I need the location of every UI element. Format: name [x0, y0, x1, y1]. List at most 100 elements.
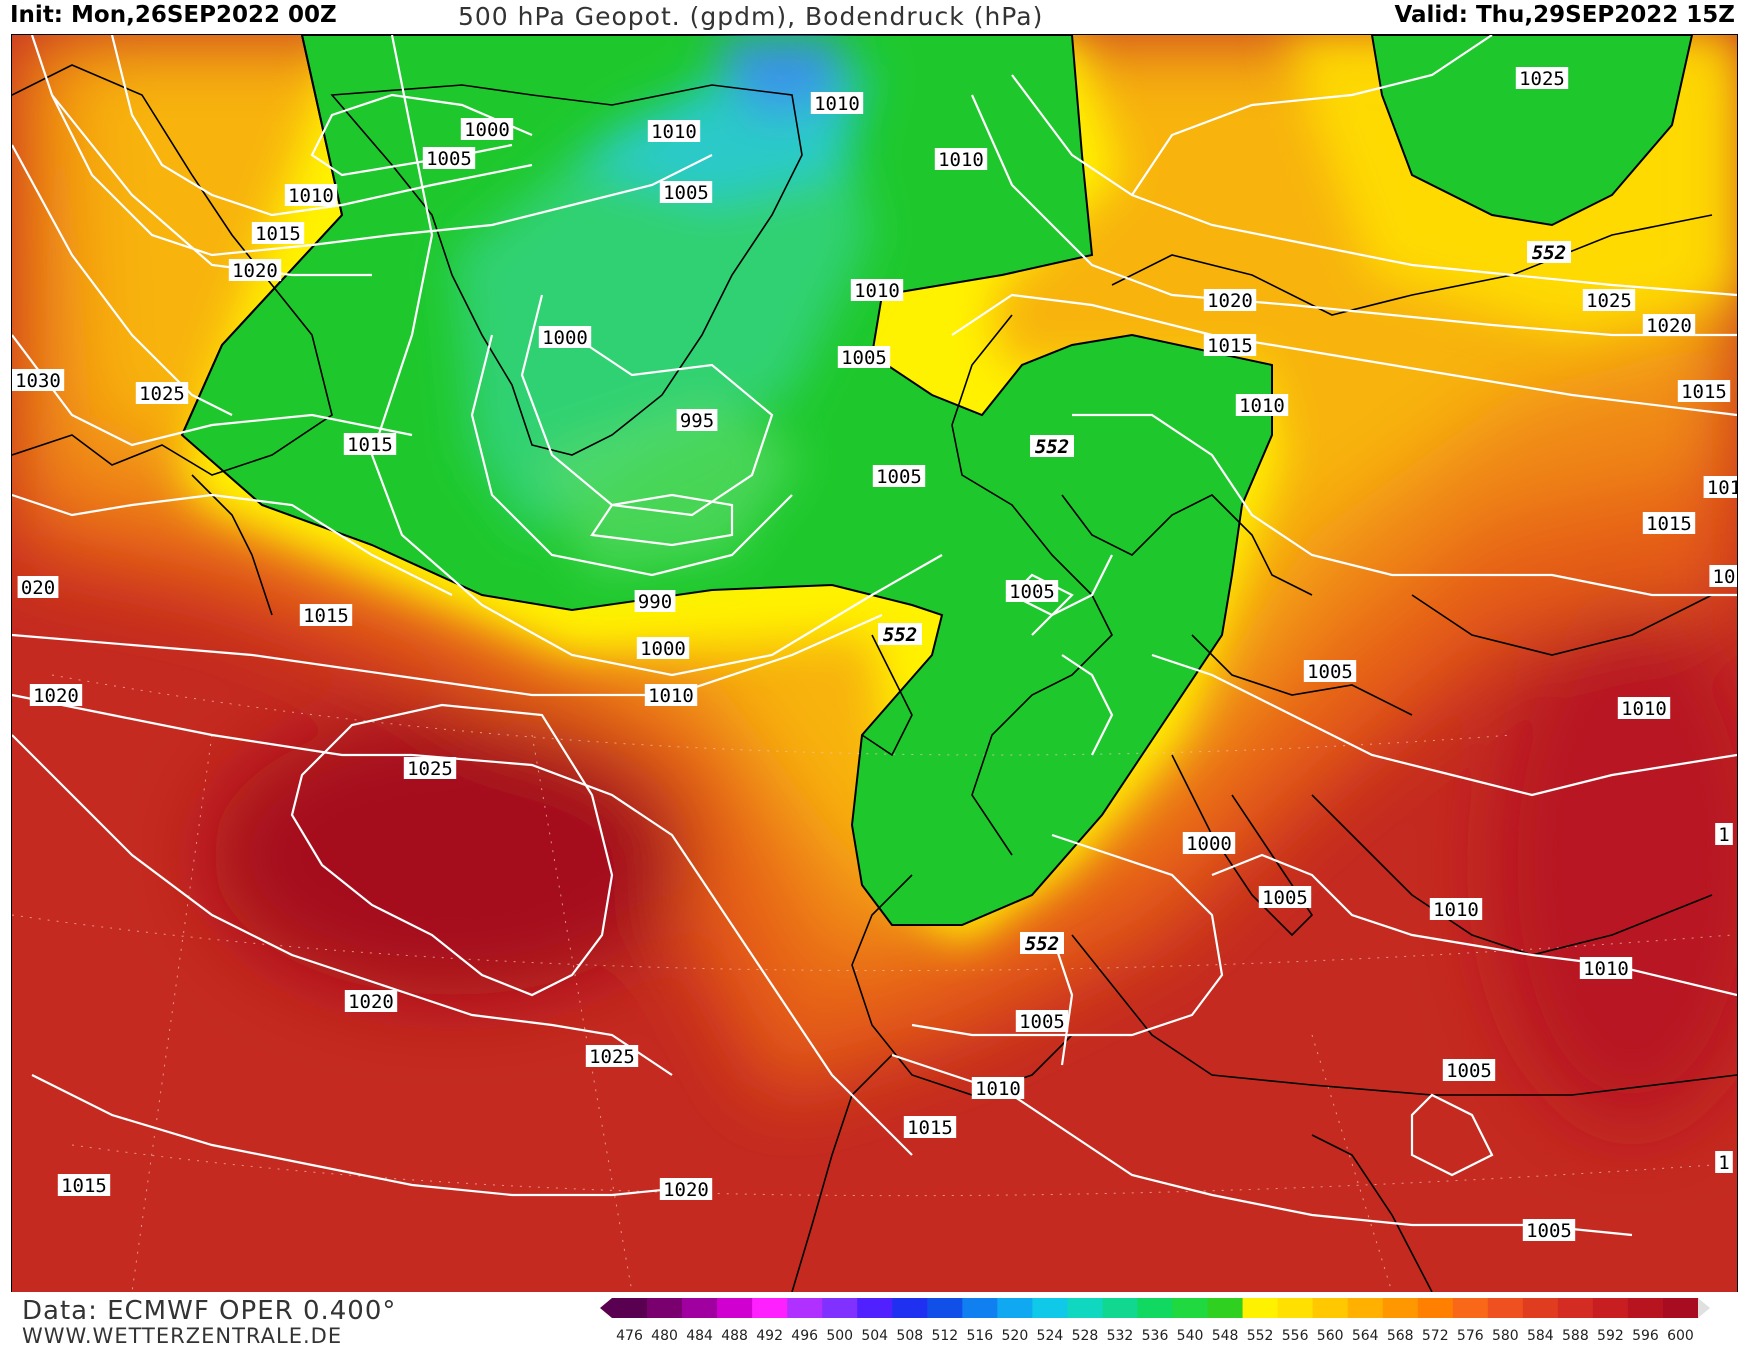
scale-swatch: [1417, 1298, 1454, 1318]
graticule: [12, 674, 1733, 1292]
isobar-label-text: 1020: [348, 991, 394, 1013]
isobar-label: 020: [17, 576, 59, 599]
isobar-label-text: 1025: [407, 758, 453, 780]
isobar-label-text: 1020: [1646, 315, 1692, 337]
isobar-label: 1005: [422, 147, 476, 170]
isobar-label-text: 1010: [651, 121, 697, 143]
scale-swatch: [682, 1298, 718, 1318]
isobar-label-text: 1010: [1583, 958, 1629, 980]
isobar-label: 1015: [903, 1116, 957, 1139]
isobar-label-text: 101: [1707, 477, 1737, 499]
scale-tick-label: 596: [1632, 1328, 1659, 1344]
scale-tick-label: 488: [721, 1328, 748, 1344]
scale-swatch: [787, 1298, 823, 1318]
isobar-label-text: 1005: [1307, 661, 1353, 683]
isobar-label-text: 1000: [1186, 833, 1232, 855]
site-url: WWW.WETTERZENTRALE.DE: [22, 1324, 343, 1348]
isobar-label-text: 1025: [1586, 290, 1632, 312]
scale-tick-label: 484: [686, 1328, 713, 1344]
scale-swatch: [892, 1298, 928, 1318]
scale-swatch: [1382, 1298, 1419, 1318]
scale-swatch: [1662, 1298, 1699, 1318]
scale-tick-label: 568: [1387, 1328, 1414, 1344]
isobar-label: 10: [1709, 565, 1737, 588]
isobar-label: 1020: [344, 990, 398, 1013]
isobar-label-text: 1005: [663, 182, 709, 204]
isobar-label-text: 1015: [1681, 381, 1727, 403]
isobar-label-text: 1020: [663, 1179, 709, 1201]
isobar-label-text: 1030: [15, 370, 61, 392]
isobar-label: 1005: [872, 465, 926, 488]
valid-time: Valid: Thu,29SEP2022 15Z: [1394, 2, 1735, 28]
isobar-label: 1: [1715, 1151, 1733, 1174]
scale-tick-label: 480: [651, 1328, 678, 1344]
scale-tick-label: 588: [1562, 1328, 1589, 1344]
isobar-label-text: 020: [21, 577, 55, 599]
isobar-label-text: 995: [680, 410, 714, 432]
scale-swatch: [1487, 1298, 1524, 1318]
map-header: Init: Mon,26SEP2022 00Z 500 hPa Geopot. …: [0, 0, 1747, 34]
scale-tick-label: 508: [896, 1328, 923, 1344]
scale-tick-label: 516: [966, 1328, 993, 1344]
scale-swatch: [1032, 1298, 1068, 1318]
scale-swatch: [1172, 1298, 1209, 1318]
isobar-label-text: 1025: [1519, 68, 1565, 90]
scale-tick-label: 528: [1072, 1328, 1099, 1344]
scale-tick-label: 492: [756, 1328, 783, 1344]
isobar-labels: 1000100510101015102010301025101510101005…: [12, 67, 1737, 1242]
isobar-label-text: 1025: [139, 383, 185, 405]
isobar-label-text: 1010: [1621, 698, 1667, 720]
isobar-label-text: 1015: [303, 605, 349, 627]
isobar-label: 1020: [659, 1178, 713, 1201]
scale-swatch: [962, 1298, 998, 1318]
isobar-label: 1010: [647, 120, 701, 143]
isobar-label: 1: [1715, 823, 1733, 846]
isobar-label: 1000: [460, 118, 514, 141]
scale-swatch: [857, 1298, 893, 1318]
isobar-label: 1005: [1258, 886, 1312, 909]
scale-tick-label: 496: [791, 1328, 818, 1344]
isobar-label-text: 1010: [854, 280, 900, 302]
isobar-label-text: 1: [1718, 824, 1729, 846]
isobar-label: 1015: [343, 433, 397, 456]
isobar-label-text: 1010: [938, 149, 984, 171]
isobar-label-text: 1010: [1433, 899, 1479, 921]
isobar-label: 1015: [251, 222, 305, 245]
scale-tick-label: 500: [826, 1328, 853, 1344]
isobar-label-text: 1005: [1019, 1011, 1065, 1033]
init-time: Init: Mon,26SEP2022 00Z: [10, 2, 337, 28]
isobar-label-text: 1015: [907, 1117, 953, 1139]
scale-tick-label: 536: [1142, 1328, 1169, 1344]
isobar-label-text: 1010: [648, 685, 694, 707]
weather-map[interactable]: 1000 1005 1010 1015 1020 1030 1025 1015 1010 1005…: [11, 34, 1738, 1293]
height-label-bg: [878, 623, 922, 645]
scale-swatch: [1067, 1298, 1103, 1318]
isobar-label-text: 1000: [542, 327, 588, 349]
isobar-label: 1010: [1235, 394, 1289, 417]
isobar-label: 1015: [299, 604, 353, 627]
scale-tick-label: 548: [1212, 1328, 1239, 1344]
height-labels: 552 552 552 552: [878, 241, 1571, 955]
scale-tick-label: 524: [1037, 1328, 1064, 1344]
isobar-label-text: 1020: [1207, 290, 1253, 312]
scale-swatch: [1242, 1298, 1279, 1318]
isobar-label: 1030: [12, 369, 65, 392]
scale-tick-label: 504: [861, 1328, 888, 1344]
scale-tick-label: 584: [1527, 1328, 1554, 1344]
scale-tick-label: 576: [1457, 1328, 1484, 1344]
isobar-label: 1015: [1642, 512, 1696, 535]
scale-tick-label: 572: [1422, 1328, 1449, 1344]
isobar-label: 1015: [1677, 380, 1731, 403]
isobar-label: 1000: [538, 326, 592, 349]
isobar-label: 995: [676, 409, 718, 432]
scale-swatch: [822, 1298, 858, 1318]
isobar-label: 1010: [644, 684, 698, 707]
scale-swatch: [1347, 1298, 1384, 1318]
isobar-label: 1015: [57, 1174, 111, 1197]
scale-swatch: [997, 1298, 1033, 1318]
map-title: 500 hPa Geopot. (gpdm), Bodendruck (hPa): [458, 2, 1044, 31]
scale-swatch: [1312, 1298, 1349, 1318]
scale-swatch: [1207, 1298, 1244, 1318]
scale-tick-label: 520: [1002, 1328, 1029, 1344]
scale-tick-label: 512: [931, 1328, 958, 1344]
